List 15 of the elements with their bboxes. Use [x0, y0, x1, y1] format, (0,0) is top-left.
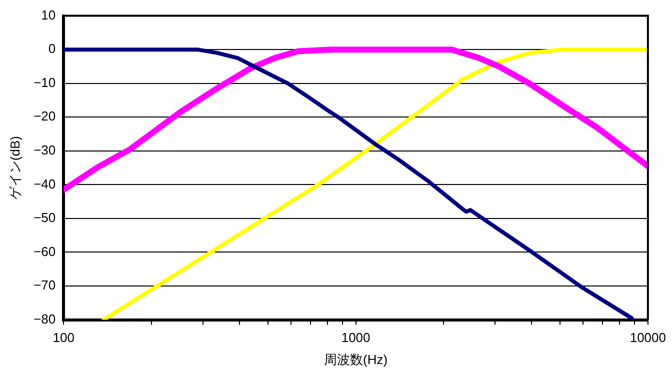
- y-tick-label: −30: [34, 142, 56, 158]
- y-tick-label: −80: [34, 311, 56, 326]
- x-tick-label: 1000: [341, 330, 370, 346]
- x-axis-title: 周波数(Hz): [324, 352, 388, 367]
- x-tick-label: 10000: [630, 330, 666, 346]
- y-tick-label: −50: [34, 210, 56, 226]
- y-tick-label: −10: [34, 74, 56, 90]
- y-tick-label: 0: [48, 41, 56, 56]
- y-axis-title: ゲイン(dB): [7, 136, 22, 200]
- x-tick-label: 100: [52, 330, 75, 346]
- y-tick-label: −70: [34, 278, 56, 293]
- y-tick-label: −40: [34, 176, 56, 192]
- y-tick-label: −20: [34, 108, 56, 124]
- y-tick-label: −60: [34, 244, 56, 259]
- y-tick-label: 10: [41, 7, 56, 22]
